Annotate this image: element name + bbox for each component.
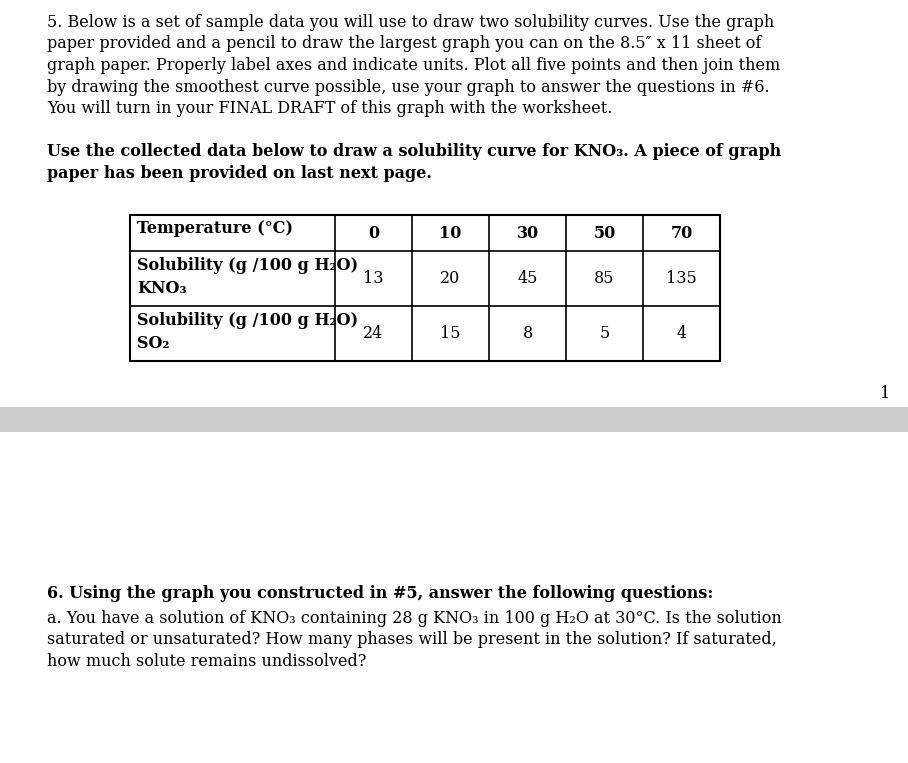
Text: 5: 5 (599, 325, 609, 342)
Text: Use the collected data below to draw a solubility curve for KNO₃. A piece of gra: Use the collected data below to draw a s… (47, 143, 781, 160)
Text: 70: 70 (670, 224, 693, 242)
Bar (0, 407, 908, 432)
Text: 6. Using the graph you constructed in #5, answer the following questions:: 6. Using the graph you constructed in #5… (47, 585, 714, 602)
Text: 135: 135 (666, 270, 696, 287)
Bar (130, 215, 720, 361)
Text: 13: 13 (363, 270, 384, 287)
Text: 20: 20 (440, 270, 460, 287)
Text: saturated or unsaturated? How many phases will be present in the solution? If sa: saturated or unsaturated? How many phase… (47, 632, 776, 649)
Text: 1: 1 (880, 385, 890, 402)
Text: 50: 50 (593, 224, 616, 242)
Text: 15: 15 (440, 325, 460, 342)
Text: 0: 0 (368, 224, 379, 242)
Text: how much solute remains undissolved?: how much solute remains undissolved? (47, 653, 366, 670)
Text: by drawing the smoothest curve possible, use your graph to answer the questions : by drawing the smoothest curve possible,… (47, 79, 770, 95)
Text: graph paper. Properly label axes and indicate units. Plot all five points and th: graph paper. Properly label axes and ind… (47, 57, 780, 74)
Text: 8: 8 (522, 325, 533, 342)
Text: 85: 85 (594, 270, 615, 287)
Text: Solubility (g /100 g H₂O)
KNO₃: Solubility (g /100 g H₂O) KNO₃ (137, 257, 358, 297)
Text: a. You have a solution of KNO₃ containing 28 g KNO₃ in 100 g H₂O at 30°C. Is the: a. You have a solution of KNO₃ containin… (47, 610, 782, 627)
Text: 30: 30 (517, 224, 538, 242)
Text: paper provided and a pencil to draw the largest graph you can on the 8.5″ x 11 s: paper provided and a pencil to draw the … (47, 36, 762, 53)
Text: 5. Below is a set of sample data you will use to draw two solubility curves. Use: 5. Below is a set of sample data you wil… (47, 14, 775, 31)
Text: 4: 4 (676, 325, 686, 342)
Text: Solubility (g /100 g H₂O)
SO₂: Solubility (g /100 g H₂O) SO₂ (137, 312, 358, 352)
Text: Temperature (°C): Temperature (°C) (137, 220, 293, 237)
Text: 24: 24 (363, 325, 383, 342)
Text: 10: 10 (439, 224, 461, 242)
Text: 45: 45 (518, 270, 538, 287)
Text: paper has been provided on last next page.: paper has been provided on last next pag… (47, 165, 432, 182)
Text: You will turn in your FINAL DRAFT of this graph with the worksheet.: You will turn in your FINAL DRAFT of thi… (47, 100, 612, 117)
